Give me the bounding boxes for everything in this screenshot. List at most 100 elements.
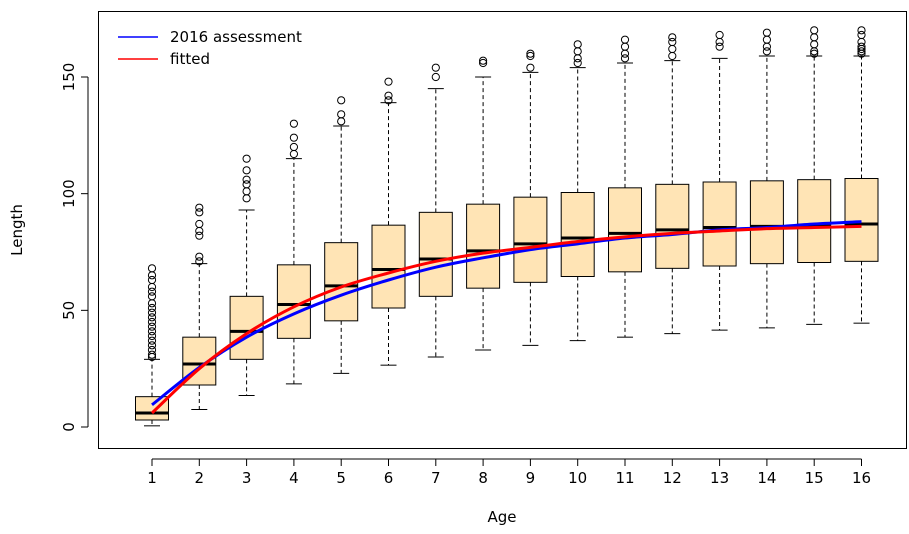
box-age-16: [844, 26, 879, 324]
legend-label-fitted: fitted: [170, 50, 210, 68]
box-age-6: [371, 77, 406, 366]
outlier-point: [242, 194, 251, 203]
outlier-point: [147, 317, 157, 327]
outlier-point: [573, 54, 582, 63]
outlier-point: [147, 287, 157, 296]
outlier-point: [762, 35, 772, 44]
outlier-point: [810, 40, 819, 49]
outlier-point: [195, 219, 204, 229]
outlier-point: [384, 77, 393, 86]
box-age-1: [135, 264, 169, 427]
outlier-point: [479, 58, 488, 68]
outlier-point: [289, 142, 298, 152]
x-axis-title: Age: [487, 508, 516, 526]
box-iqr: [560, 192, 595, 277]
x-tick-label: 10: [568, 469, 587, 487]
outlier-point: [147, 308, 157, 317]
outlier-point: [620, 42, 630, 51]
outlier-point: [289, 149, 298, 159]
x-tick-label: 4: [289, 469, 299, 487]
x-tick-label: 13: [710, 469, 729, 487]
box-age-11: [608, 35, 642, 338]
outlier-point: [810, 49, 819, 58]
outlier-point: [242, 180, 251, 189]
box-age-10: [560, 40, 595, 342]
outlier-point: [762, 47, 772, 56]
box-age-15: [797, 26, 832, 325]
x-tick-label: 14: [757, 469, 776, 487]
outlier-point: [810, 33, 819, 42]
outlier-point: [147, 313, 157, 322]
legend: 2016 assessment fitted: [118, 28, 302, 68]
outlier-point: [195, 203, 204, 212]
curve-fitted: [150, 224, 862, 415]
outlier-point: [384, 91, 393, 100]
box-age-4: [276, 119, 311, 385]
outlier-point: [715, 30, 724, 40]
x-tick-label: 8: [478, 469, 488, 487]
legend-label-2016-assessment: 2016 assessment: [170, 28, 302, 46]
x-tick-label: 16: [852, 469, 871, 487]
box-age-7: [418, 63, 453, 358]
outlier-point: [526, 51, 535, 61]
outlier-point: [384, 96, 393, 105]
outlier-point: [431, 63, 440, 72]
x-tick-label: 11: [615, 469, 634, 487]
outlier-point: [762, 42, 772, 51]
outlier-point: [479, 56, 488, 65]
box-iqr: [418, 211, 453, 297]
y-axis-title: Length: [8, 204, 26, 256]
outlier-point: [668, 51, 677, 61]
x-tick-label: 6: [384, 469, 394, 487]
outlier-point: [668, 33, 677, 42]
box-age-9: [513, 49, 548, 346]
x-tick-label: 3: [242, 469, 252, 487]
outlier-point: [147, 345, 157, 355]
outlier-point: [147, 275, 157, 285]
box-iqr: [513, 196, 548, 283]
outlier-point: [147, 350, 157, 359]
outlier-point: [573, 40, 582, 49]
outlier-point: [620, 49, 630, 58]
outlier-point: [431, 72, 440, 82]
outlier-point: [242, 187, 251, 196]
outlier-point: [526, 49, 535, 58]
y-tick-label: 150: [60, 63, 78, 92]
boxes-layer: [135, 26, 879, 427]
box-iqr: [797, 179, 832, 264]
box-iqr: [608, 187, 642, 273]
outlier-point: [857, 30, 866, 40]
box-iqr: [371, 224, 406, 309]
box-age-13: [702, 30, 737, 331]
box-age-5: [324, 96, 359, 374]
box-iqr: [466, 203, 501, 289]
outlier-point: [715, 42, 724, 51]
outlier-point: [857, 26, 866, 35]
outlier-point: [573, 58, 582, 68]
outlier-point: [762, 28, 772, 37]
outlier-point: [147, 327, 157, 336]
outlier-point: [147, 303, 157, 313]
outlier-point: [337, 96, 346, 105]
outlier-point: [195, 252, 204, 261]
x-axis: 1 2 3 4 5 6 7 8 9 10 11 12 13 14 15 16: [147, 458, 871, 487]
x-tick-label: 9: [526, 469, 536, 487]
box-age-8: [466, 56, 501, 351]
outlier-point: [195, 231, 204, 240]
outlier-point: [289, 133, 298, 142]
outlier-point: [147, 282, 157, 292]
outlier-point: [337, 117, 346, 126]
outlier-point: [526, 63, 535, 72]
outlier-point: [337, 110, 346, 119]
box-age-3: [229, 154, 264, 396]
y-tick-label: 50: [60, 301, 78, 320]
box-age-14: [749, 28, 784, 329]
outlier-point: [242, 175, 251, 184]
y-tick-label: 100: [60, 179, 78, 208]
box-iqr: [324, 242, 359, 322]
outlier-point: [195, 208, 204, 217]
outlier-point: [147, 264, 157, 273]
outlier-point: [147, 341, 157, 350]
outlier-point: [147, 299, 157, 308]
